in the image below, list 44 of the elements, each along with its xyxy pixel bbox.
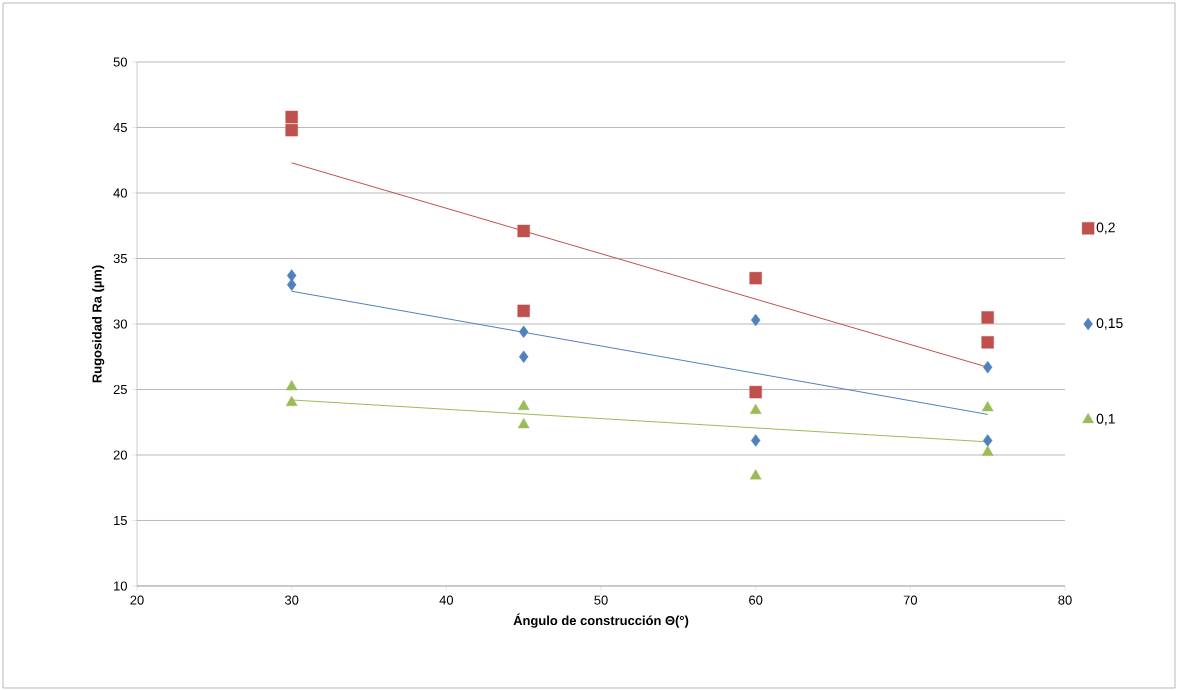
y-tick-label: 30 [113, 319, 127, 329]
point [982, 434, 993, 447]
y-tick-label: 20 [113, 450, 127, 460]
y-tick-label: 40 [113, 188, 127, 198]
y-tick-label: 35 [113, 253, 127, 264]
x-tick-label: 40 [439, 595, 454, 605]
point [749, 403, 762, 414]
point [286, 278, 297, 291]
x-tick-label: 70 [903, 595, 918, 605]
point [982, 361, 993, 374]
point [981, 445, 994, 456]
point [749, 385, 762, 399]
x-tick-label: 80 [1058, 595, 1072, 605]
y-axis-title: Rugosidad Ra (µm) [92, 265, 105, 383]
point [749, 271, 762, 285]
point [517, 399, 530, 410]
point [517, 224, 530, 238]
x-tick-label: 60 [749, 595, 763, 605]
x-tick-label: 20 [130, 595, 144, 605]
point [285, 395, 298, 407]
point [285, 110, 298, 124]
point [518, 350, 529, 363]
legend-label: 0,15 [1096, 318, 1123, 330]
y-tick-label: 45 [113, 122, 127, 132]
legend-label: 0,1 [1096, 413, 1115, 426]
y-tick-label: 15 [114, 515, 127, 525]
point [750, 313, 761, 327]
y-tick-label: 50 [113, 57, 127, 67]
point [981, 401, 994, 412]
x-tick-label: 30 [284, 595, 299, 605]
point [749, 469, 762, 480]
point [285, 380, 298, 391]
legend-label: 0,2 [1096, 222, 1115, 234]
point [981, 336, 994, 349]
point [981, 311, 994, 324]
point [285, 123, 298, 137]
point [750, 434, 761, 447]
x-tick-label: 50 [594, 595, 608, 605]
y-tick-label: 10 [114, 581, 127, 591]
point [517, 304, 530, 318]
point [517, 418, 530, 429]
x-axis-title: Ángulo de construcción Θ(°) [513, 613, 689, 628]
y-tick-label: 25 [113, 384, 127, 395]
point [518, 325, 529, 339]
